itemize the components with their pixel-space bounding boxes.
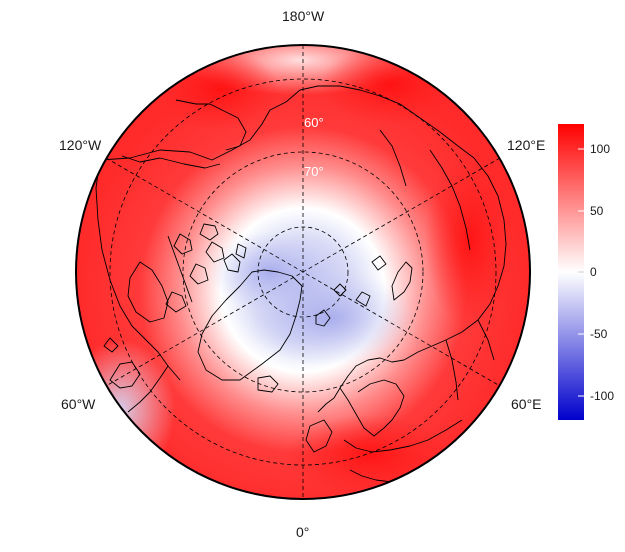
longitude-label-60w: 60°W: [61, 396, 96, 412]
colorbar-tick-label: -100: [590, 389, 615, 403]
map-boundary: [75, 44, 531, 500]
latitude-label-60: 60°: [304, 115, 324, 130]
longitude-label-120w: 120°W: [59, 137, 102, 153]
graticule: [105, 45, 501, 499]
colorbar-tick-label: 0: [590, 265, 597, 279]
coastlines: [95, 85, 507, 483]
longitude-label-120e: 120°E: [507, 137, 546, 153]
colorbar-tick-label: 50: [590, 204, 604, 218]
longitude-label-180w: 180°W: [282, 8, 325, 24]
colorbar-tick-label: 100: [590, 142, 611, 156]
colorbar: [558, 124, 584, 420]
longitude-label-60e: 60°E: [511, 396, 542, 412]
longitude-label-0: 0°: [296, 524, 310, 540]
latitude-label-70: 70°: [304, 164, 324, 179]
colorbar-tick-label: -50: [590, 327, 608, 341]
